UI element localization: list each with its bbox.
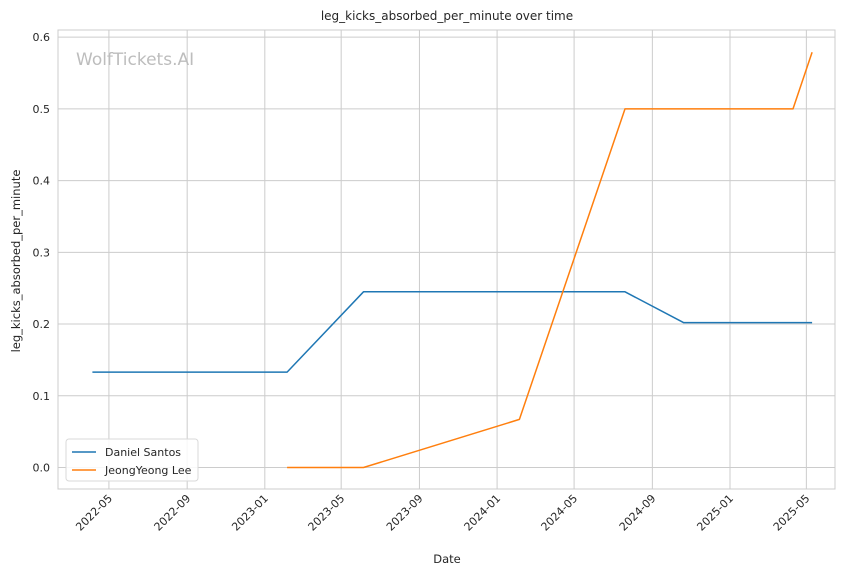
y-tick-label: 0.0: [33, 461, 51, 474]
y-tick-label: 0.4: [33, 175, 51, 188]
x-axis-label: Date: [433, 552, 461, 566]
watermark-text: WolfTickets.AI: [76, 50, 194, 70]
legend: Daniel Santos JeongYeong Lee: [65, 438, 199, 482]
y-tick-label: 0.2: [33, 318, 51, 331]
series-lines: [92, 51, 813, 469]
grid: [58, 30, 835, 489]
y-tick-label: 0.3: [33, 246, 51, 259]
series-line-1: [92, 291, 813, 373]
y-tick-label: 0.1: [33, 390, 51, 403]
y-axis-ticks: 0.0 0.1 0.2 0.3 0.4 0.5 0.6: [33, 31, 51, 474]
y-axis-label: leg_kicks_absorbed_per_minute: [9, 170, 23, 353]
plot-area: WolfTickets.AI: [57, 29, 836, 490]
plot-background: [57, 29, 836, 490]
legend-label: Daniel Santos: [105, 446, 181, 459]
y-tick-label: 0.5: [33, 103, 51, 116]
chart-title: leg_kicks_absorbed_per_minute over time: [321, 9, 573, 23]
legend-box: [65, 438, 199, 482]
series-line-2: [287, 51, 813, 469]
legend-label: JeongYeong Lee: [104, 464, 192, 477]
y-tick-label: 0.6: [33, 31, 51, 44]
